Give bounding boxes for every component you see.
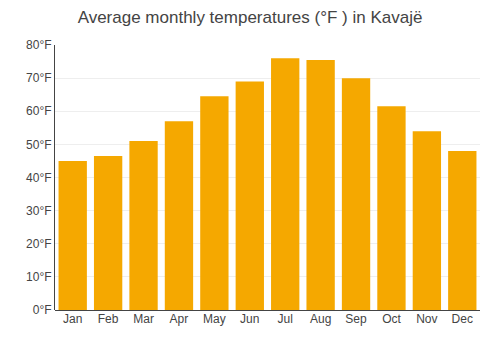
svg-text:Apr: Apr <box>170 312 189 326</box>
svg-text:10°F: 10°F <box>26 270 51 284</box>
svg-text:Oct: Oct <box>382 312 401 326</box>
svg-text:Sep: Sep <box>345 312 367 326</box>
svg-text:80°F: 80°F <box>26 38 51 52</box>
svg-text:Nov: Nov <box>416 312 437 326</box>
svg-text:70°F: 70°F <box>26 71 51 85</box>
svg-text:0°F: 0°F <box>33 303 52 317</box>
svg-text:Dec: Dec <box>452 312 473 326</box>
svg-text:60°F: 60°F <box>26 104 51 118</box>
svg-text:20°F: 20°F <box>26 237 51 251</box>
svg-text:Jun: Jun <box>240 312 259 326</box>
svg-text:40°F: 40°F <box>26 171 51 185</box>
svg-text:Mar: Mar <box>133 312 154 326</box>
svg-text:Aug: Aug <box>310 312 331 326</box>
svg-text:Jul: Jul <box>278 312 293 326</box>
svg-text:30°F: 30°F <box>26 204 51 218</box>
svg-text:50°F: 50°F <box>26 138 51 152</box>
svg-text:May: May <box>203 312 226 326</box>
svg-text:Average monthly temperatures (: Average monthly temperatures (°F ) in Ka… <box>78 8 423 27</box>
svg-text:Jan: Jan <box>63 312 82 326</box>
svg-text:Feb: Feb <box>98 312 119 326</box>
